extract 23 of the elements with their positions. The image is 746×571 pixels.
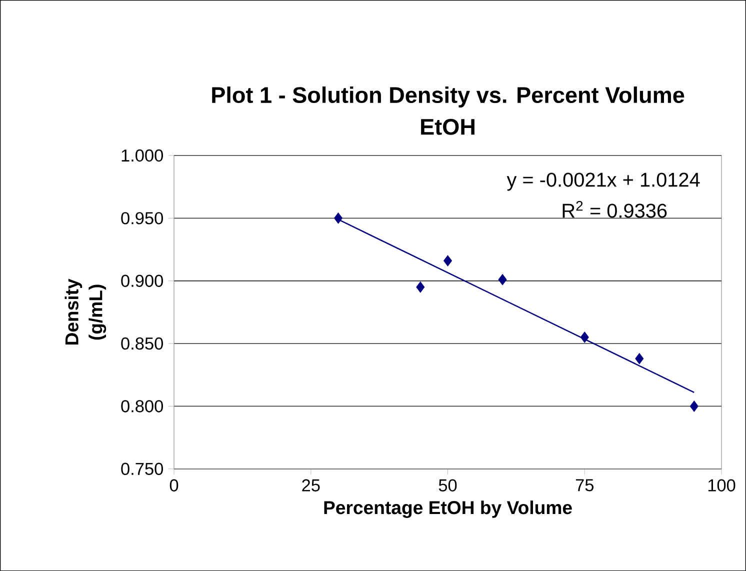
x-tick-label: 0 — [170, 479, 178, 492]
point — [635, 352, 644, 364]
x-tick-label: 25 — [302, 479, 320, 492]
point — [690, 400, 698, 412]
point — [580, 332, 589, 343]
y-tick-label: 0.750 — [121, 462, 163, 475]
y-tick-label: 0.850 — [121, 337, 163, 350]
point — [498, 274, 507, 286]
point — [416, 281, 425, 293]
x-tick-label: 50 — [438, 479, 457, 492]
annotation: y = -0.0021x + 1.0124 — [506, 172, 700, 191]
x-tick-label: 75 — [576, 479, 594, 492]
point — [334, 212, 343, 224]
y-tick-label: 0.950 — [121, 212, 163, 224]
y-tick-label: 1.000 — [122, 149, 163, 162]
y-axis-title: Density (g/mL) — [64, 278, 106, 344]
chart-title: Plot 1 - Solution Density vs. Percent Volume EtOH — [212, 86, 684, 135]
point — [444, 255, 452, 266]
y-tick-label: 0.800 — [121, 400, 163, 412]
annotation: R$^{2}$ = 0.9336 — [562, 200, 667, 218]
y-tick-label: 0.900 — [121, 274, 163, 287]
x-axis-title: Percentage EtOH by Volume — [324, 500, 572, 518]
x-tick-label: 100 — [708, 479, 736, 492]
